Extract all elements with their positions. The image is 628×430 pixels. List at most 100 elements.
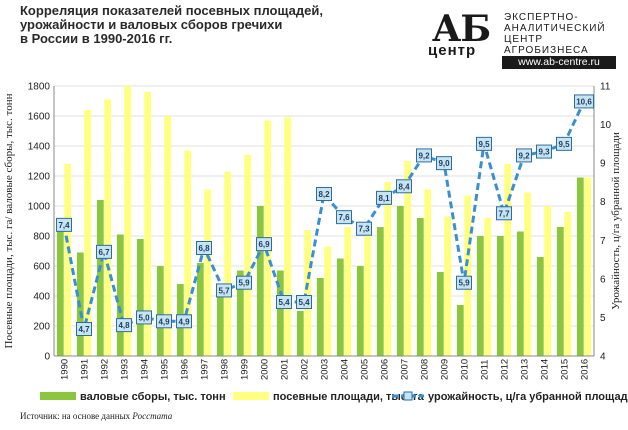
x-tick-label: 2008	[420, 359, 431, 380]
yield-point: 10,6	[574, 94, 594, 109]
chart-title-line-3: в России в 1990-2016 гг.	[20, 31, 173, 46]
x-tick-label: 1993	[120, 359, 131, 380]
source-org: Росстата	[132, 411, 173, 421]
y-tick-label: 1400	[28, 142, 51, 153]
bar-harvest	[156, 266, 164, 356]
bar-harvest	[256, 206, 264, 356]
y-tick-label: 1600	[28, 112, 51, 123]
x-tick-label: 2002	[300, 359, 311, 380]
bar-area	[584, 177, 592, 356]
x-tick-label: 1998	[220, 359, 231, 380]
yield-marker	[256, 237, 272, 252]
data-label: 8,4	[398, 182, 410, 191]
logo-line-1: ЭКСПЕРТНО-	[504, 12, 579, 23]
yield-marker	[216, 283, 232, 298]
bar-harvest	[136, 239, 144, 356]
x-tick-label: 1991	[80, 359, 91, 380]
yield-point: 9,2	[416, 148, 432, 163]
logo-mark: АБ	[432, 8, 491, 50]
yield-marker	[516, 148, 532, 163]
yield-marker	[416, 148, 432, 163]
bar-harvest	[436, 272, 444, 356]
yield-marker	[56, 217, 72, 232]
x-tick-label: 1999	[240, 359, 251, 380]
x-tick-label: 1990	[60, 359, 71, 380]
bar-area	[544, 206, 552, 356]
yield-point: 5,9	[236, 275, 252, 290]
y2-tick-label: 11	[600, 82, 611, 93]
bar-area	[184, 150, 192, 356]
x-tick-label: 2003	[320, 359, 331, 380]
y2-tick-label: 9	[600, 159, 606, 170]
yield-marker	[96, 244, 112, 259]
yield-marker	[456, 275, 472, 290]
yield-marker	[316, 187, 332, 201]
ab-centre-logo: АБ центр ЭКСПЕРТНО- АНАЛИТИЧЕСКИЙ ЦЕНТР …	[428, 8, 618, 70]
yield-point: 7,4	[56, 217, 72, 232]
x-tick-label: 2016	[580, 359, 591, 380]
yield-point: 4,9	[176, 314, 192, 329]
data-label: 5,0	[138, 313, 150, 322]
y2-tick-label: 5	[600, 313, 606, 324]
x-tick-label: 2015	[560, 359, 571, 380]
bar-area	[364, 230, 372, 356]
x-tick-label: 2000	[260, 359, 271, 380]
data-label: 5,4	[298, 298, 310, 307]
y-axis-title: Посевные площади, тыс. га/ валовые сборы…	[3, 93, 15, 348]
bar-area	[64, 164, 72, 356]
yield-marker	[376, 190, 392, 205]
yield-marker	[296, 295, 312, 309]
bar-harvest	[456, 305, 464, 356]
y2-tick-label: 7	[600, 236, 606, 247]
x-tick-label: 2009	[440, 359, 451, 380]
yield-point: 9,2	[516, 148, 532, 163]
y-tick-label: 1200	[28, 172, 51, 183]
bar-harvest	[296, 311, 304, 356]
source-label: Источник: на основе данных	[20, 411, 131, 421]
bar-area	[524, 192, 532, 356]
data-label: 9,3	[538, 148, 550, 157]
bar-area	[424, 189, 432, 356]
y2-tick-label: 8	[600, 197, 606, 208]
bar-area	[444, 216, 452, 356]
bar-harvest	[396, 206, 404, 356]
x-tick-label: 1994	[140, 359, 151, 380]
yield-point: 5,9	[456, 275, 472, 290]
logo-mark-sub: центр	[428, 42, 477, 59]
yield-marker	[156, 314, 172, 329]
bar-harvest	[116, 234, 124, 356]
data-label: 9,2	[518, 151, 530, 160]
data-label: 5,9	[238, 279, 250, 288]
y2-axis-title: Урожайность, ц/га убранной площади	[610, 132, 622, 310]
y-tick-label: 600	[33, 262, 50, 273]
yield-point: 6,8	[196, 241, 212, 255]
data-label: 9,5	[478, 140, 490, 149]
data-label: 6,8	[198, 244, 210, 253]
yield-marker	[536, 144, 552, 159]
yield-point: 4,8	[116, 318, 132, 333]
yield-marker	[336, 210, 352, 225]
yield-point: 9,0	[436, 156, 452, 171]
logo-text: ЭКСПЕРТНО- АНАЛИТИЧЕСКИЙ ЦЕНТР АГРОБИЗНЕ…	[504, 12, 606, 56]
yield-point: 8,2	[316, 187, 332, 201]
bar-harvest	[496, 236, 504, 356]
y2-tick-label: 6	[600, 274, 606, 285]
yield-marker	[116, 318, 132, 333]
bar-area	[344, 227, 352, 356]
yield-marker	[574, 94, 594, 109]
bar-area	[384, 182, 392, 356]
data-label: 5,7	[218, 286, 230, 295]
yield-point: 5,4	[296, 295, 312, 309]
x-tick-label: 2004	[340, 359, 351, 380]
bar-area	[244, 155, 252, 356]
logo-url[interactable]: www.ab-centre.ru	[502, 56, 616, 69]
logo-line-4: АГРОБИЗНЕСА	[504, 45, 589, 56]
yield-point: 5,7	[216, 283, 232, 298]
data-label: 4,7	[78, 325, 90, 334]
x-tick-label: 2001	[280, 359, 291, 380]
x-tick-label: 2006	[380, 359, 391, 380]
yield-point: 9,5	[556, 136, 572, 151]
x-tick-label: 1996	[180, 359, 191, 380]
data-label: 5,9	[458, 279, 470, 288]
